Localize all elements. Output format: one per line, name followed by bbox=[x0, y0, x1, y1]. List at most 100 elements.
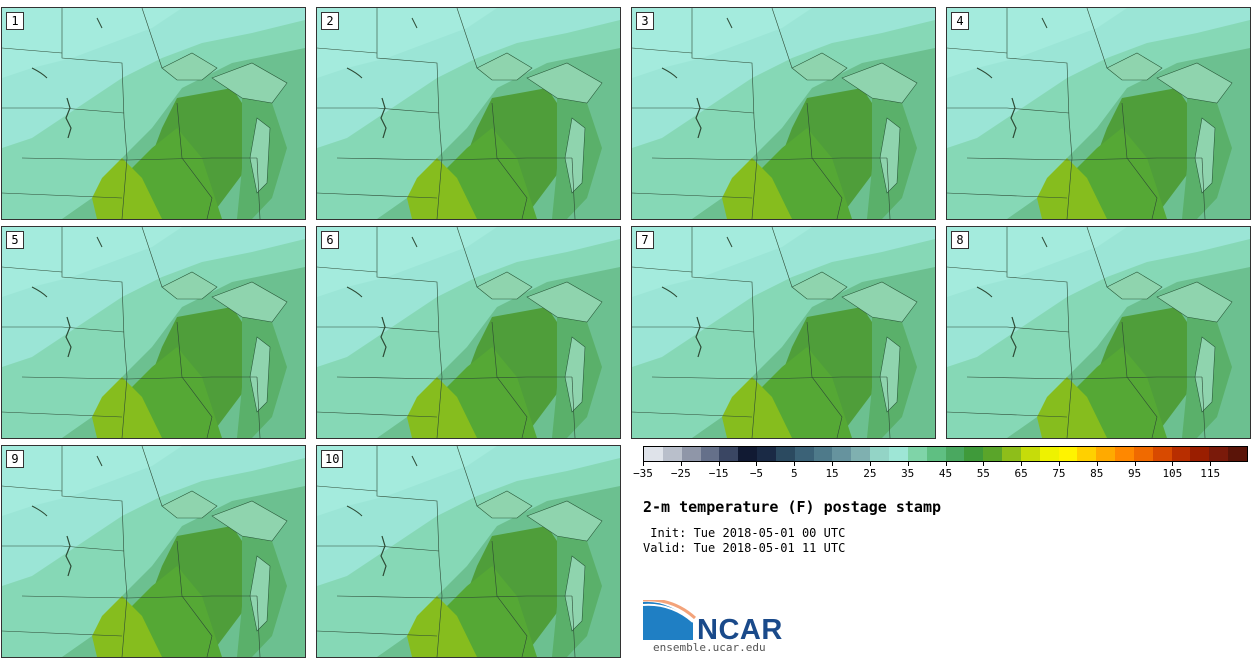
ensemble-member-map-4: 4 bbox=[946, 7, 1251, 220]
colorbar-segment bbox=[644, 447, 663, 461]
colorbar-tick bbox=[1210, 462, 1212, 466]
colorbar-segment bbox=[794, 447, 814, 461]
member-label: 2 bbox=[321, 12, 339, 30]
colorbar-tick-label: 65 bbox=[1014, 467, 1028, 480]
colorbar-segment bbox=[926, 447, 946, 461]
colorbar-tick-label: −15 bbox=[708, 467, 729, 480]
colorbar-segment bbox=[1020, 447, 1040, 461]
colorbar-tick-label: 5 bbox=[790, 467, 798, 480]
colorbar-segment bbox=[1077, 447, 1097, 461]
ensemble-member-map-9: 9 bbox=[1, 445, 306, 658]
colorbar-segment bbox=[813, 447, 833, 461]
colorbar-segment bbox=[832, 447, 852, 461]
colorbar-tick bbox=[1096, 462, 1098, 466]
colorbar-tick-label: 105 bbox=[1162, 467, 1183, 480]
colorbar-tick bbox=[756, 462, 758, 466]
ensemble-member-map-6: 6 bbox=[316, 226, 621, 439]
ensemble-member-map-2: 2 bbox=[316, 7, 621, 220]
member-label: 1 bbox=[6, 12, 24, 30]
colorbar-segment bbox=[719, 447, 739, 461]
plot-title: 2-m temperature (F) postage stamp bbox=[643, 498, 942, 516]
member-label: 4 bbox=[951, 12, 969, 30]
colorbar-tick-label: 45 bbox=[938, 467, 953, 480]
temperature-map-4 bbox=[947, 8, 1250, 219]
colorbar-tick bbox=[1021, 462, 1023, 466]
colorbar bbox=[643, 446, 1248, 462]
colorbar-segment bbox=[1190, 447, 1210, 461]
colorbar-tick-label: 55 bbox=[976, 467, 990, 480]
colorbar-tick bbox=[1172, 462, 1174, 466]
colorbar-tick-label: 115 bbox=[1200, 467, 1221, 480]
colorbar-tick bbox=[983, 462, 985, 466]
colorbar-segment bbox=[1096, 447, 1116, 461]
member-label: 7 bbox=[636, 231, 654, 249]
colorbar-segment bbox=[738, 447, 758, 461]
colorbar-tick-label: 85 bbox=[1090, 467, 1104, 480]
member-label: 3 bbox=[636, 12, 654, 30]
colorbar-tick bbox=[1134, 462, 1136, 466]
colorbar-tick bbox=[907, 462, 909, 466]
colorbar-segment bbox=[851, 447, 871, 461]
colorbar-tick bbox=[945, 462, 947, 466]
ensemble-member-map-10: 10 bbox=[316, 445, 621, 658]
ensemble-member-map-1: 1 bbox=[1, 7, 306, 220]
member-label: 5 bbox=[6, 231, 24, 249]
temperature-map-9 bbox=[2, 446, 305, 657]
colorbar-segment bbox=[1039, 447, 1059, 461]
colorbar-tick bbox=[869, 462, 871, 466]
logo-name: NCAR bbox=[697, 614, 783, 646]
ensemble-member-map-3: 3 bbox=[631, 7, 936, 220]
colorbar-tick-label: 25 bbox=[863, 467, 877, 480]
colorbar-segment bbox=[870, 447, 889, 461]
colorbar-tick-label: −5 bbox=[749, 467, 764, 480]
colorbar-tick bbox=[832, 462, 834, 466]
colorbar-tick bbox=[680, 462, 682, 466]
colorbar-segment bbox=[1209, 447, 1229, 461]
colorbar-segment bbox=[700, 447, 720, 461]
colorbar-segment bbox=[1171, 447, 1191, 461]
colorbar-tick bbox=[794, 462, 796, 466]
temperature-map-10 bbox=[317, 446, 620, 657]
colorbar-segment bbox=[888, 447, 908, 461]
colorbar-tick-label: 35 bbox=[901, 467, 915, 480]
member-label: 6 bbox=[321, 231, 339, 249]
colorbar-segment bbox=[1152, 447, 1172, 461]
colorbar-segment bbox=[662, 447, 682, 461]
colorbar-segment bbox=[907, 447, 927, 461]
colorbar-tick bbox=[643, 462, 644, 466]
colorbar-segment bbox=[1058, 447, 1078, 461]
colorbar-segment bbox=[1002, 447, 1021, 461]
temperature-map-3 bbox=[632, 8, 935, 219]
colorbar-tick bbox=[1058, 462, 1060, 466]
colorbar-ticks: −35 −25 −15 −5 5 15 25 35 45 55 65 75 85 95 105 115 bbox=[633, 462, 1248, 484]
colorbar-segment bbox=[681, 447, 701, 461]
colorbar-tick-label: 15 bbox=[825, 467, 839, 480]
temperature-map-1 bbox=[2, 8, 305, 219]
temperature-map-2 bbox=[317, 8, 620, 219]
colorbar-segment bbox=[757, 447, 776, 461]
colorbar-tick bbox=[718, 462, 720, 466]
member-label: 10 bbox=[321, 450, 344, 468]
ensemble-member-map-7: 7 bbox=[631, 226, 936, 439]
temperature-map-5 bbox=[2, 227, 305, 438]
ensemble-member-map-8: 8 bbox=[946, 226, 1251, 439]
temperature-map-6 bbox=[317, 227, 620, 438]
colorbar-segment bbox=[983, 447, 1003, 461]
ensemble-member-map-5: 5 bbox=[1, 226, 306, 439]
member-label: 8 bbox=[951, 231, 969, 249]
temperature-map-7 bbox=[632, 227, 935, 438]
colorbar-tick-label: 95 bbox=[1127, 467, 1142, 480]
site-url: ensemble.ucar.edu bbox=[653, 641, 766, 654]
colorbar-segment bbox=[1115, 447, 1134, 461]
init-time: Init: Tue 2018-05-01 00 UTC bbox=[643, 526, 846, 540]
member-label: 9 bbox=[6, 450, 24, 468]
valid-time: Valid: Tue 2018-05-01 11 UTC bbox=[643, 541, 846, 555]
colorbar-segment bbox=[1133, 447, 1153, 461]
colorbar-segment bbox=[964, 447, 984, 461]
colorbar-tick-label: −35 bbox=[633, 467, 653, 480]
colorbar-segment bbox=[945, 447, 965, 461]
temperature-map-8 bbox=[947, 227, 1250, 438]
colorbar-tick-label: 75 bbox=[1052, 467, 1066, 480]
colorbar-segment bbox=[1228, 447, 1247, 461]
colorbar-tick-label: −25 bbox=[670, 467, 691, 480]
